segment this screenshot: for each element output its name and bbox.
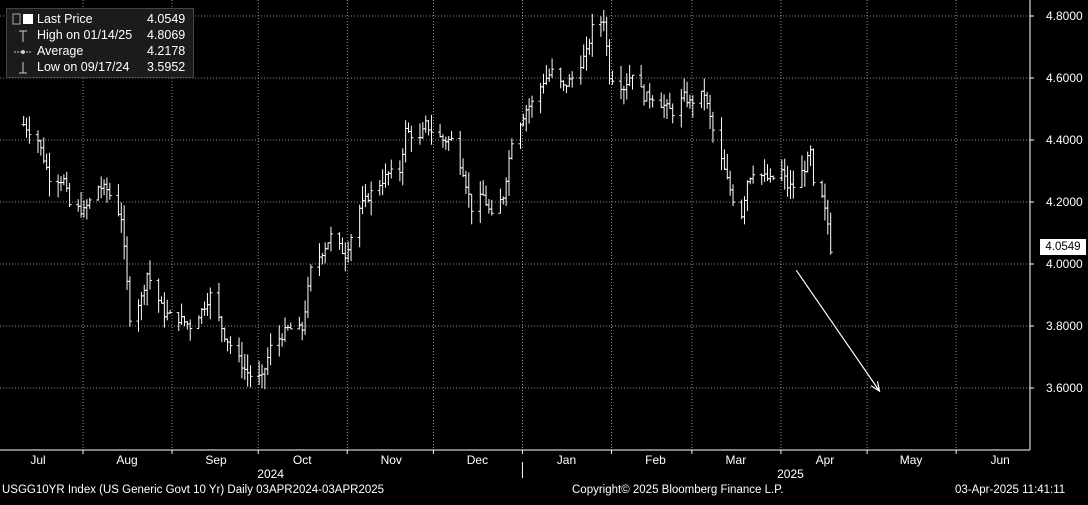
y-tick-label: 3.8000 <box>1046 319 1083 333</box>
y-tick-label: 4.8000 <box>1046 9 1083 23</box>
month-label: May <box>900 453 923 467</box>
legend-average-value: 4.2178 <box>147 44 186 58</box>
trend-arrow-line <box>795 269 880 392</box>
month-label: Aug <box>116 453 137 467</box>
footer-ticker: USGG10YR Index (US Generic Govt 10 Yr) D… <box>2 484 385 496</box>
legend-row-low: Low on 09/17/24 3.5952 <box>7 60 193 76</box>
trend-arrow-head <box>870 381 881 393</box>
footer-bar: USGG10YR Index (US Generic Govt 10 Yr) D… <box>0 478 1088 500</box>
year-label: 2024 <box>257 467 284 481</box>
month-label: Feb <box>645 453 666 467</box>
month-label: Nov <box>381 453 402 467</box>
y-tick-label: 4.4000 <box>1046 133 1083 147</box>
legend-average-label: Average <box>37 44 84 58</box>
month-label: Dec <box>467 453 488 467</box>
last-value-badge: 4.0549 <box>1040 239 1086 255</box>
month-label: Jun <box>990 453 1009 467</box>
footer-timestamp: 03-Apr-2025 11:41:11 <box>955 484 1066 496</box>
month-label: Jan <box>557 453 576 467</box>
y-tick-label: 4.2000 <box>1046 195 1083 209</box>
legend-row-last-price: Last Price 4.0549 <box>7 12 193 28</box>
y-tick-label: 4.6000 <box>1046 71 1083 85</box>
legend-high-value: 4.8069 <box>147 28 186 42</box>
month-label: Jul <box>30 453 45 467</box>
legend-average-icon <box>12 45 34 59</box>
month-label: Oct <box>293 453 312 467</box>
y-tick-label: 4.0000 <box>1046 257 1083 271</box>
footer-copyright: Copyright© 2025 Bloomberg Finance L.P. <box>572 484 784 496</box>
legend-high-label: High on 01/14/25 <box>37 28 133 42</box>
legend-last-price-value: 4.0549 <box>147 12 186 26</box>
legend-low-label: Low on 09/17/24 <box>37 60 130 74</box>
legend-low-icon <box>12 61 34 75</box>
month-label: Apr <box>816 453 835 467</box>
legend-high-icon <box>12 29 34 43</box>
legend-row-average: Average 4.2178 <box>7 44 193 60</box>
y-tick-label: 3.6000 <box>1046 381 1083 395</box>
month-label: Mar <box>726 453 747 467</box>
month-label: Sep <box>205 453 227 467</box>
legend-row-high: High on 01/14/25 4.8069 <box>7 28 193 44</box>
legend-last-price-label: Last Price <box>37 12 93 26</box>
legend-low-value: 3.5952 <box>147 60 186 74</box>
year-label: 2025 <box>777 467 804 481</box>
legend-last-price-icon <box>12 13 34 27</box>
legend-box: Last Price 4.0549 High on 01/14/25 4.806… <box>6 8 194 78</box>
